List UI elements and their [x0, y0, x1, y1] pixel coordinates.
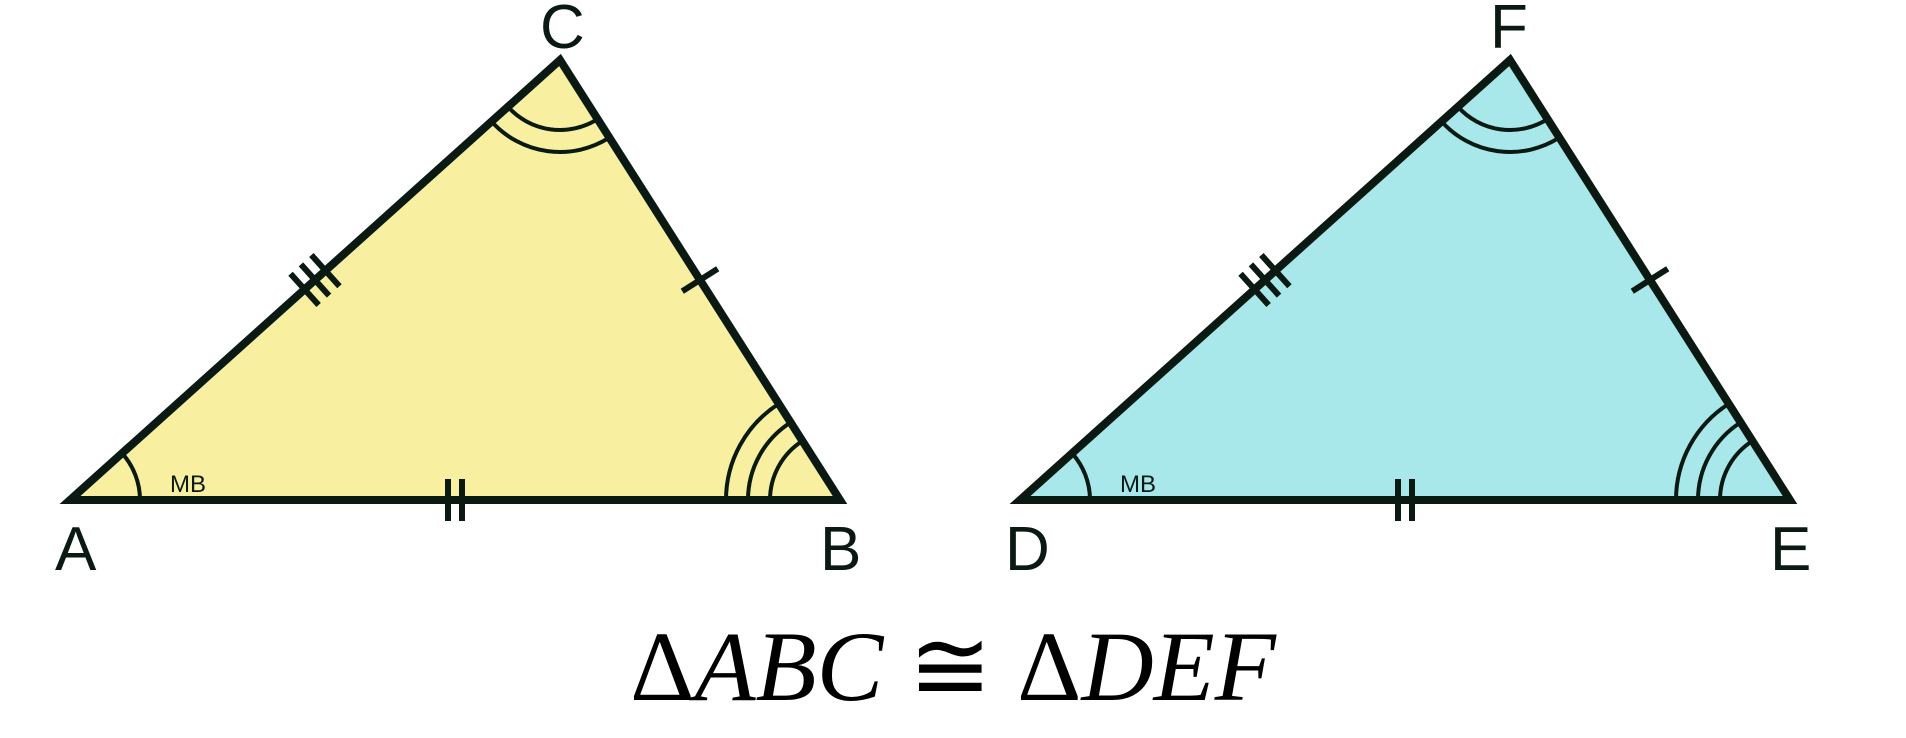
vertex-label-a: A — [55, 515, 97, 584]
watermark: MB — [1120, 471, 1156, 498]
triangle-def: D E F MB — [1005, 0, 1811, 584]
vertex-label-b: B — [820, 515, 861, 584]
triangle-abc-shape — [70, 60, 840, 500]
congruence-statement: ΔABC ≅ ΔDEF — [630, 611, 1277, 722]
triangle-abc: A B C MB — [55, 0, 861, 584]
watermark: MB — [170, 471, 206, 498]
vertex-label-c: C — [540, 0, 585, 62]
diagram-canvas: A B C MB D E F MB ΔABC ≅ ΔDEF — [0, 0, 1906, 738]
triangle-def-shape — [1020, 60, 1790, 500]
vertex-label-e: E — [1770, 515, 1811, 584]
vertex-label-d: D — [1005, 515, 1050, 584]
vertex-label-f: F — [1490, 0, 1528, 62]
